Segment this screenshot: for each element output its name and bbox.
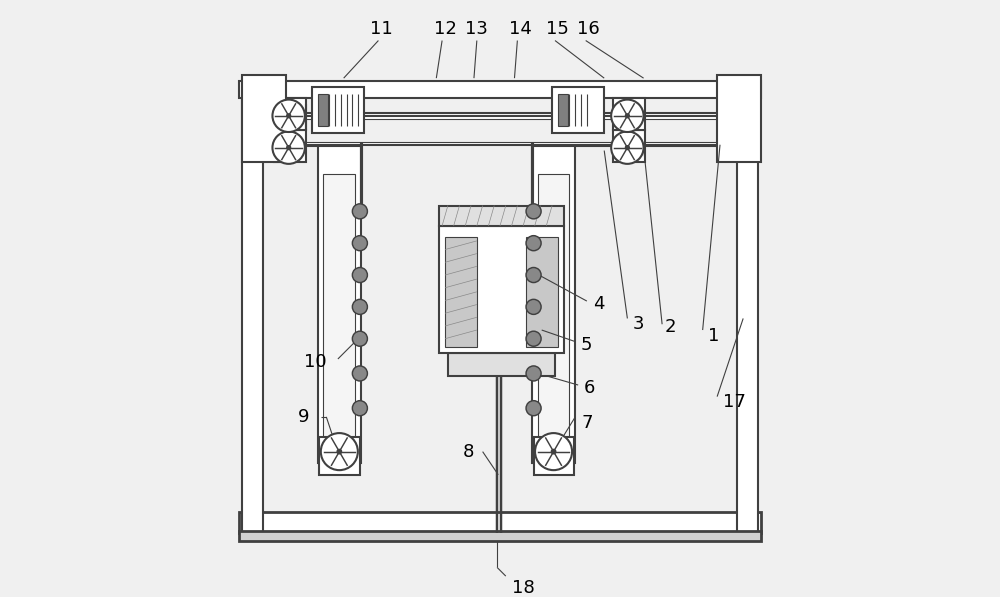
Bar (318, 139, 361, 463)
Bar (445, 238, 477, 347)
Text: 2: 2 (665, 318, 677, 336)
Text: 13: 13 (465, 20, 488, 38)
Circle shape (611, 100, 644, 132)
Bar (534, 437, 574, 475)
Text: 14: 14 (509, 20, 532, 38)
Circle shape (352, 204, 367, 219)
Circle shape (272, 131, 305, 164)
Bar (613, 130, 645, 162)
Circle shape (321, 433, 358, 470)
Circle shape (352, 366, 367, 381)
Text: 3: 3 (633, 315, 645, 333)
Text: 10: 10 (304, 353, 326, 371)
Bar (274, 130, 306, 162)
Bar (532, 139, 575, 463)
Bar (558, 94, 568, 126)
Bar (538, 174, 569, 451)
Circle shape (272, 100, 305, 132)
Text: 17: 17 (723, 393, 746, 411)
Circle shape (526, 401, 541, 416)
Circle shape (352, 267, 367, 282)
Circle shape (352, 401, 367, 416)
Circle shape (526, 331, 541, 346)
Bar (448, 353, 555, 376)
Circle shape (287, 146, 291, 150)
Bar (439, 205, 564, 226)
Circle shape (526, 366, 541, 381)
Circle shape (625, 146, 629, 150)
Bar (274, 99, 306, 130)
Text: 5: 5 (581, 336, 593, 353)
Circle shape (526, 267, 541, 282)
Bar (239, 512, 761, 533)
Bar (242, 75, 286, 162)
Circle shape (352, 236, 367, 251)
Circle shape (337, 450, 342, 454)
Bar (323, 174, 355, 451)
Circle shape (352, 299, 367, 315)
Text: 6: 6 (584, 379, 595, 397)
Bar (312, 87, 364, 133)
Circle shape (526, 236, 541, 251)
Circle shape (526, 299, 541, 315)
Circle shape (611, 131, 644, 164)
Bar (242, 96, 263, 533)
Text: 4: 4 (593, 295, 604, 313)
Circle shape (551, 450, 556, 454)
Bar (717, 75, 761, 162)
Circle shape (352, 331, 367, 346)
Text: 15: 15 (546, 20, 569, 38)
Circle shape (526, 204, 541, 219)
Text: 18: 18 (512, 579, 534, 597)
Bar (263, 119, 737, 142)
Text: 16: 16 (577, 20, 599, 38)
Circle shape (535, 433, 572, 470)
Text: 9: 9 (297, 408, 309, 426)
Circle shape (625, 114, 629, 118)
Text: 8: 8 (463, 442, 474, 461)
Bar (737, 96, 758, 533)
Bar (526, 238, 558, 347)
Bar (439, 226, 564, 353)
Bar (319, 437, 360, 475)
Bar (239, 81, 761, 99)
Text: 7: 7 (581, 414, 593, 432)
Text: 12: 12 (434, 20, 456, 38)
Bar (318, 94, 328, 126)
Text: 11: 11 (370, 20, 393, 38)
Text: 1: 1 (708, 327, 720, 345)
Bar (552, 87, 604, 133)
Bar (263, 113, 737, 144)
Bar (613, 99, 645, 130)
Circle shape (287, 114, 291, 118)
Bar (239, 531, 761, 541)
